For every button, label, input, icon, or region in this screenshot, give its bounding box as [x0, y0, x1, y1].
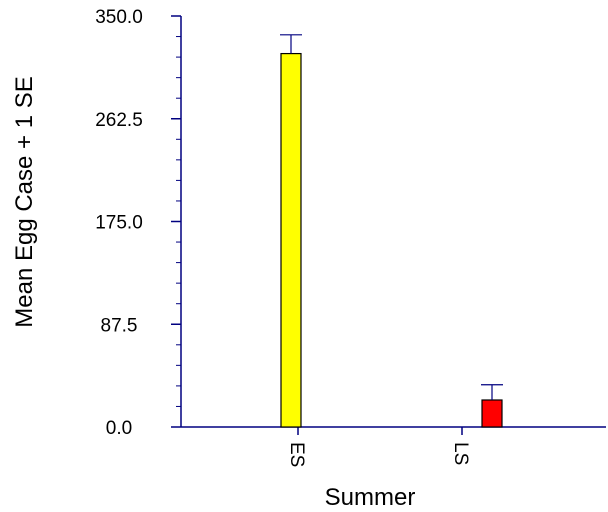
y-tick-label: 350.0 [95, 7, 143, 28]
y-tick-label: 0.0 [106, 418, 132, 439]
bars-group [280, 34, 503, 428]
y-tick-label: 175.0 [95, 213, 143, 234]
x-axis-title: Summer [325, 484, 416, 511]
y-tick-label: 87.5 [101, 315, 138, 336]
x-tick-label: LS [450, 442, 471, 465]
y-axis: 0.0 87.5 175.0 262.5 350.0 [95, 7, 182, 439]
y-axis-title: Mean Egg Case + 1 SE [11, 76, 38, 327]
bar-es [280, 52, 302, 428]
x-axis: ES LS [181, 426, 606, 467]
bar-ls [481, 399, 503, 428]
x-tick-label: ES [286, 442, 307, 467]
y-tick-label: 262.5 [95, 110, 143, 131]
